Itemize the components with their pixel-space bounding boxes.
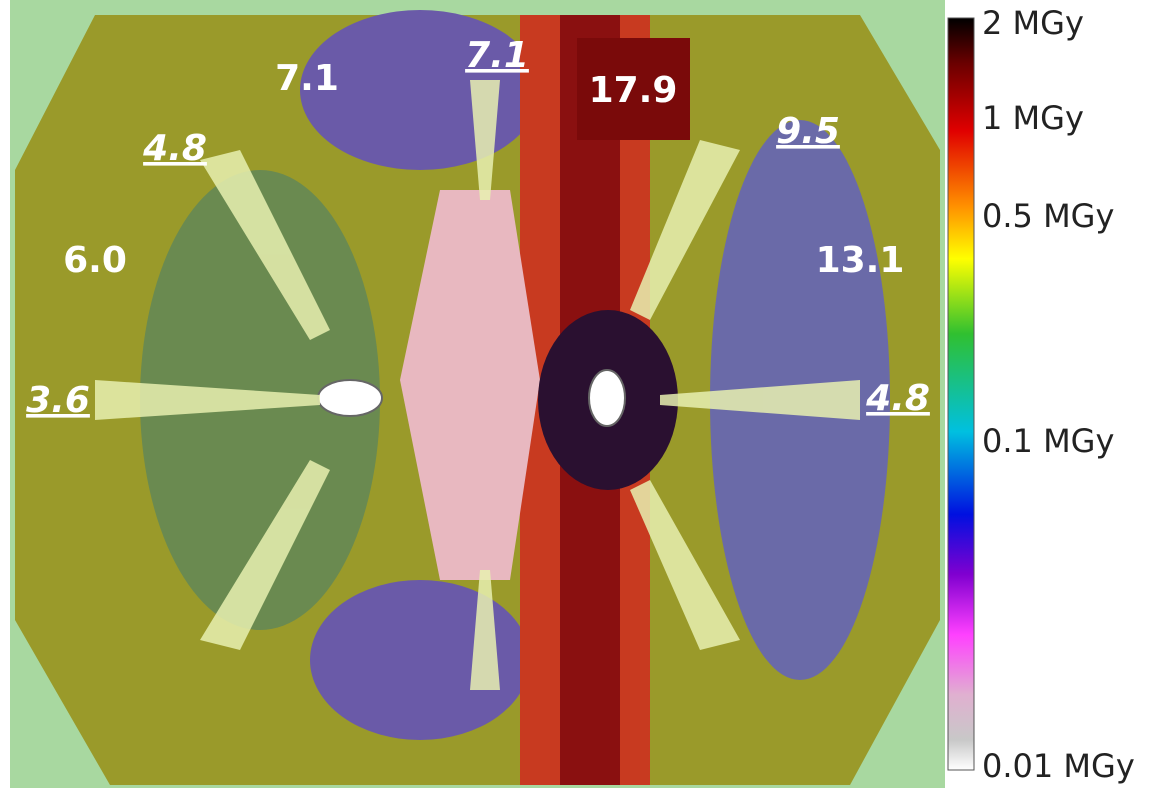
dose-label: 6.0 xyxy=(63,240,127,281)
dose-label: 17.9 xyxy=(589,70,678,111)
dose-label: 13.1 xyxy=(816,240,905,281)
colorbar-label: 0.1 MGy xyxy=(982,422,1114,460)
dose-label: 4.8 xyxy=(865,378,930,419)
colorbar-label: 0.01 MGy xyxy=(982,747,1135,785)
colorbar-label: 2 MGy xyxy=(982,4,1084,42)
dose-label: 3.6 xyxy=(26,380,90,421)
dose-label: 4.8 xyxy=(142,128,207,169)
dose-label: 7.1 xyxy=(465,35,529,76)
dose-label: 9.5 xyxy=(776,111,840,152)
dose-label: 7.1 xyxy=(275,58,339,99)
colorbar xyxy=(948,18,974,770)
colorbar-label: 0.5 MGy xyxy=(982,197,1114,235)
colorbar-label: 1 MGy xyxy=(982,99,1084,137)
dose-map-figure: 7.1 7.1 17.9 4.8 9.5 6.0 13.1 3.6 4.8 2 … xyxy=(0,0,1152,788)
